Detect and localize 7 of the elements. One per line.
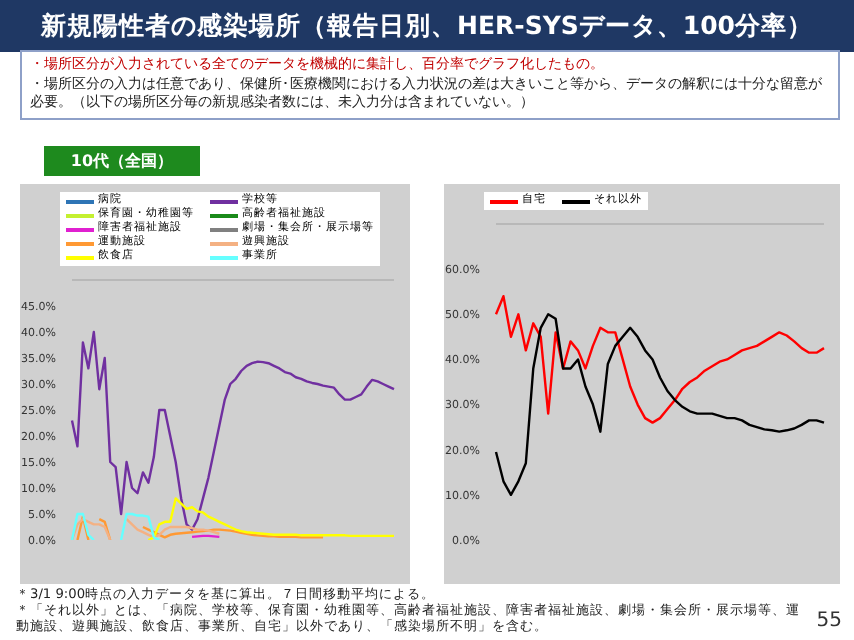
chart-subtitle: 10代（全国）	[44, 146, 200, 176]
line-series	[494, 295, 826, 424]
text: 55	[816, 610, 842, 632]
line-series	[494, 313, 826, 497]
line-series	[147, 497, 396, 540]
line-series	[70, 330, 396, 531]
chart-title: 新規陽性者の感染場所（報告日別、HER-SYSデータ、100分率）	[0, 0, 854, 52]
